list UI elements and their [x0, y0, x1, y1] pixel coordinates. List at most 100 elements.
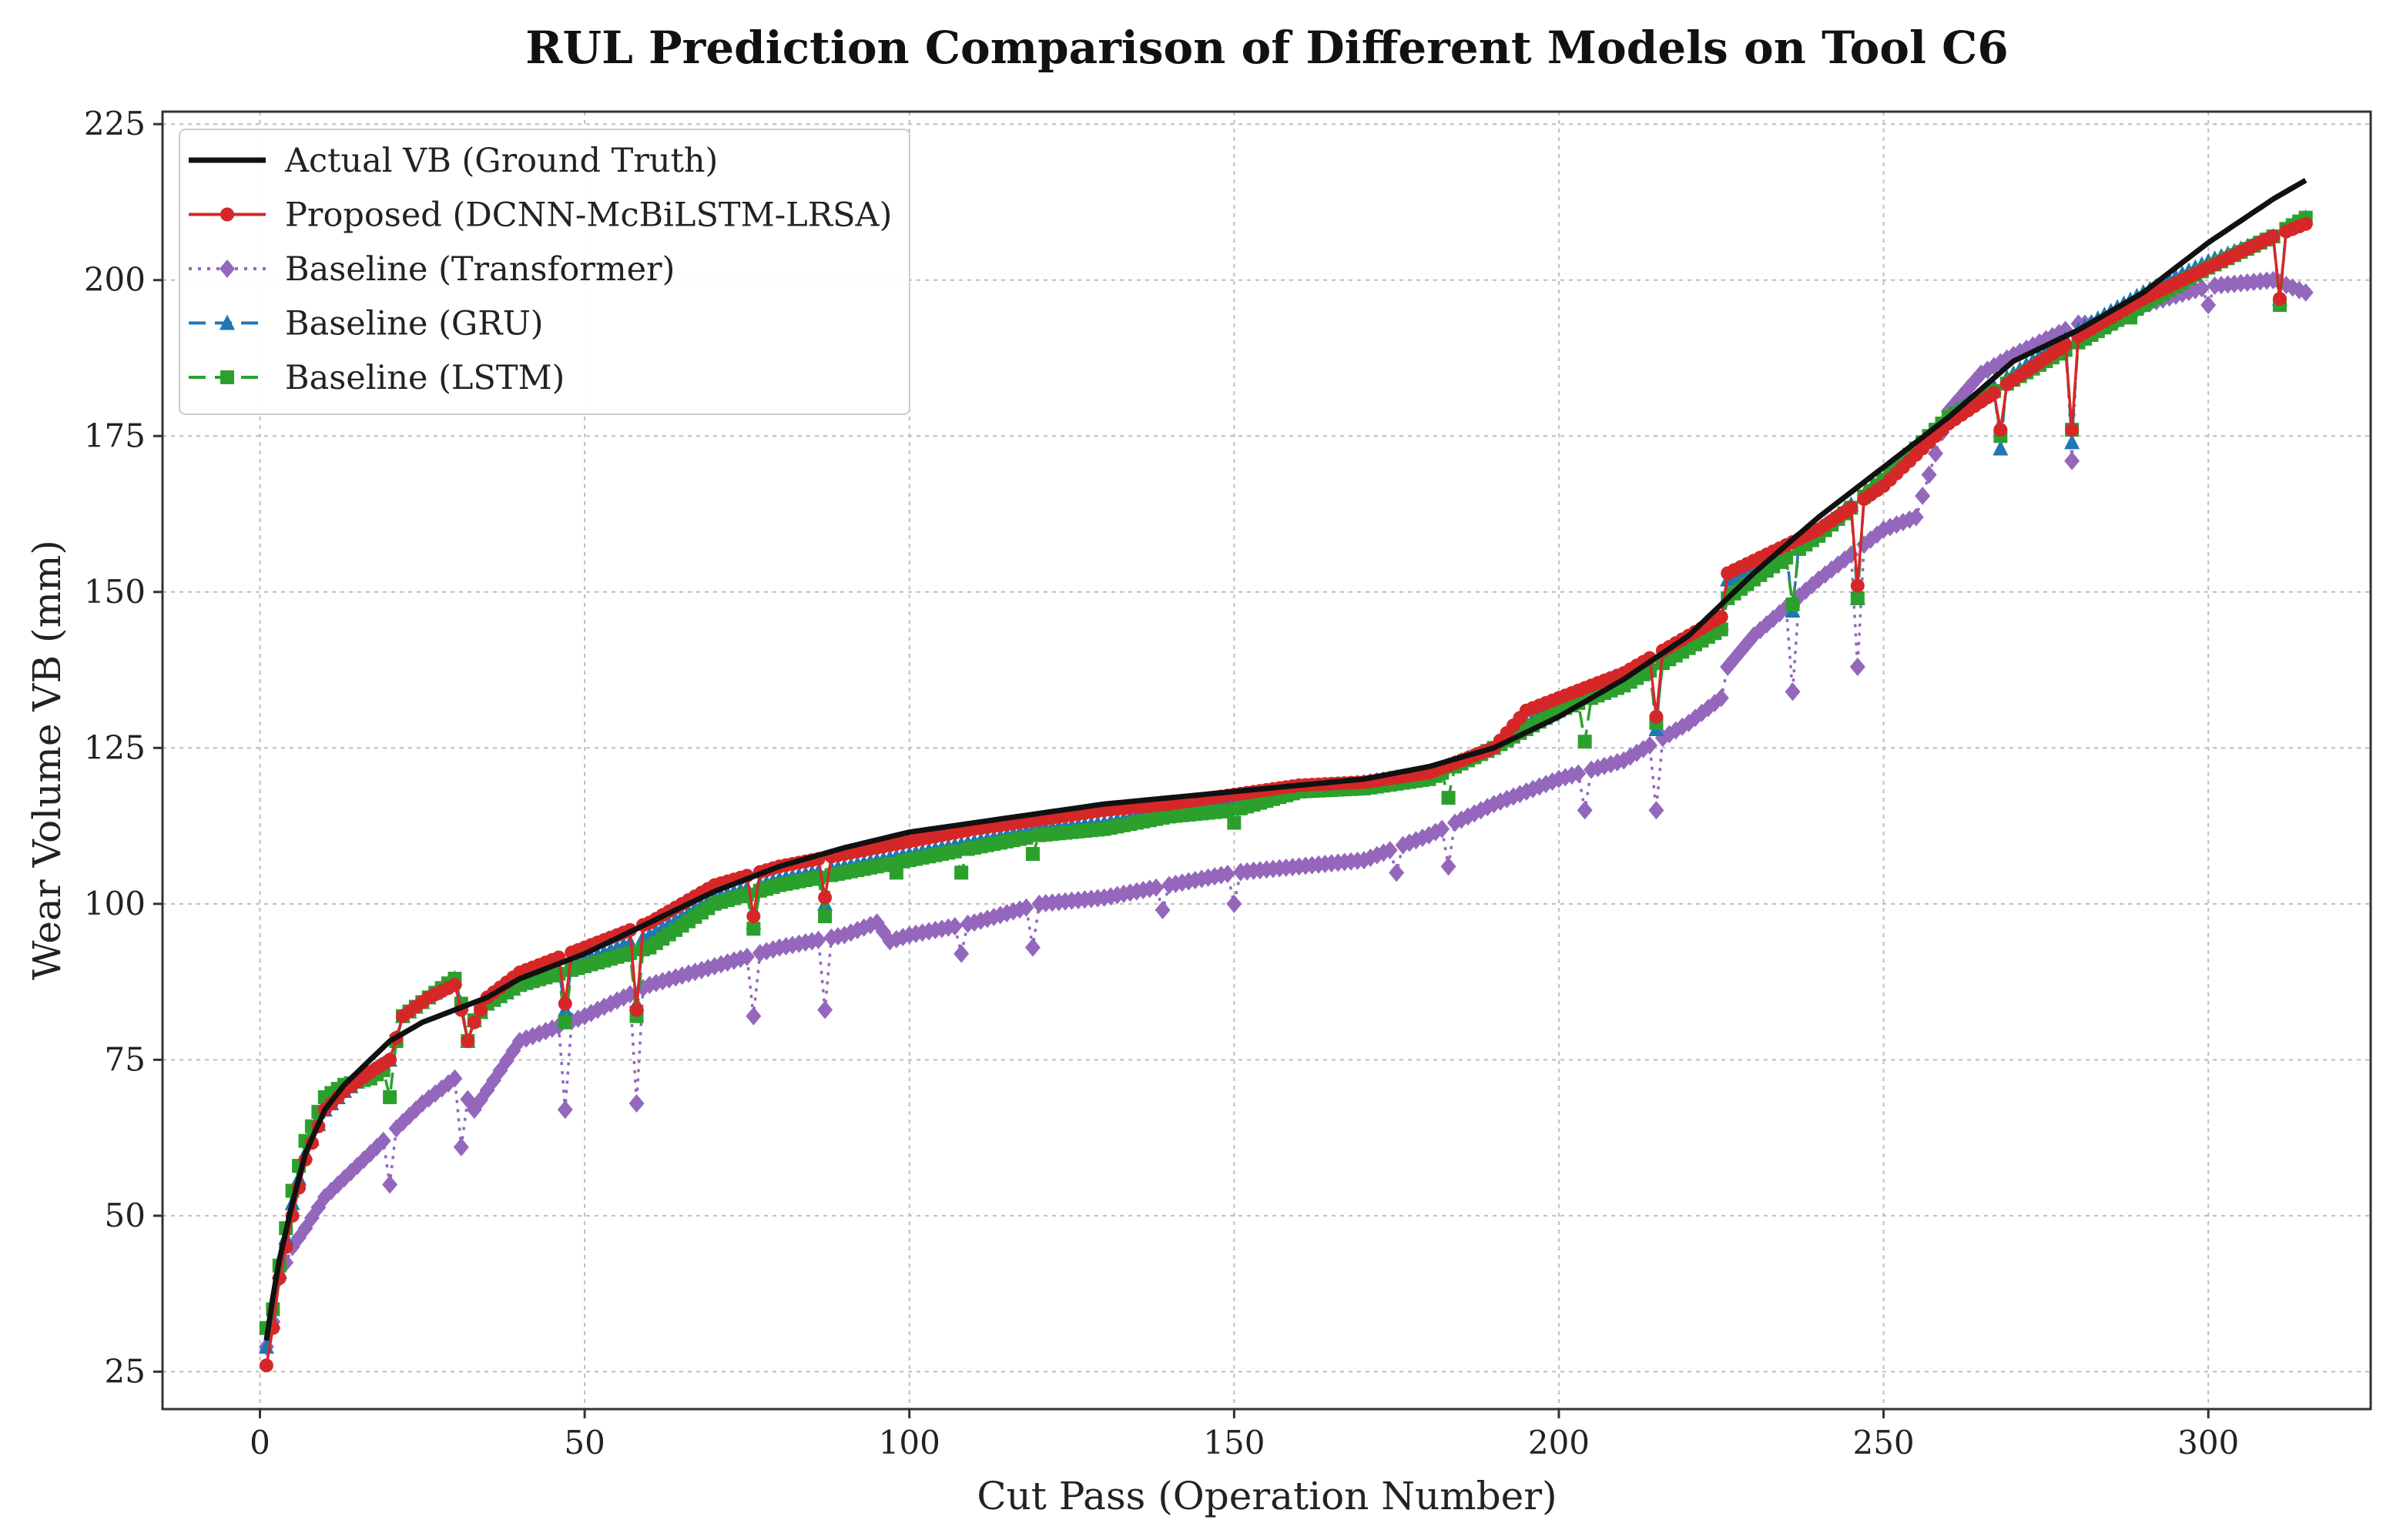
legend-label-actual-vb-ground-truth: Actual VB (Ground Truth): [284, 142, 718, 180]
proposed-dcnn-mcbilstm-lrsa-point: [746, 909, 761, 924]
baseline-lstm-point: [1220, 804, 1235, 819]
proposed-dcnn-mcbilstm-lrsa-point: [259, 1358, 273, 1373]
baseline-transformer-point: [453, 1137, 469, 1157]
proposed-dcnn-mcbilstm-lrsa-point: [2266, 229, 2281, 244]
proposed-dcnn-mcbilstm-lrsa-point: [1993, 423, 2008, 437]
y-axis-label: Wear Volume VB (mm): [25, 540, 69, 980]
y-tick-label: 225: [84, 105, 146, 142]
x-tick-label: 50: [564, 1424, 605, 1461]
proposed-dcnn-mcbilstm-lrsa-point: [383, 1053, 397, 1067]
baseline-transformer-point: [1440, 857, 1456, 876]
legend-marker-baseline-gru: [220, 314, 235, 330]
baseline-transformer-point: [382, 1175, 398, 1194]
baseline-transformer-point: [2194, 279, 2210, 298]
legend-label-proposed-dcnn-mcbilstm-lrsa: Proposed (DCNN-McBiLSTM-LRSA): [285, 196, 892, 235]
proposed-dcnn-mcbilstm-lrsa-point: [1844, 500, 1858, 515]
proposed-dcnn-mcbilstm-lrsa-point: [2065, 423, 2080, 437]
baseline-transformer-point: [1219, 864, 1235, 883]
legend-entry-baseline-lstm: Baseline (LSTM): [189, 359, 565, 397]
x-tick-label: 0: [250, 1424, 270, 1461]
proposed-dcnn-mcbilstm-lrsa-point: [2298, 216, 2313, 231]
baseline-transformer-point: [1921, 465, 1937, 484]
baseline-transformer-point: [954, 944, 970, 963]
baseline-transformer-point: [1908, 507, 1924, 527]
baseline-transformer-point: [1785, 682, 1801, 701]
baseline-lstm-point: [551, 966, 566, 981]
baseline-transformer-point: [739, 947, 755, 966]
legend-label-baseline-gru: Baseline (GRU): [285, 305, 544, 343]
proposed-dcnn-mcbilstm-lrsa-point: [629, 1003, 644, 1017]
baseline-transformer-point: [628, 1094, 645, 1113]
y-tick-label: 75: [105, 1040, 146, 1078]
baseline-lstm-point: [1785, 597, 1800, 611]
baseline-lstm-point: [1850, 591, 1865, 605]
legend-entry-baseline-gru: Baseline (GRU): [189, 305, 544, 343]
baseline-lstm-point: [746, 922, 761, 936]
legend-entry-baseline-transformer: Baseline (Transformer): [189, 250, 675, 289]
legend-marker-baseline-transformer: [220, 259, 235, 278]
proposed-dcnn-mcbilstm-lrsa-point: [558, 996, 572, 1011]
baseline-transformer-point: [557, 1100, 573, 1120]
x-tick-label: 200: [1528, 1424, 1590, 1461]
y-tick-label: 200: [84, 261, 146, 299]
legend-box: [179, 129, 910, 415]
legend-marker-baseline-lstm: [220, 370, 234, 384]
legend-marker-proposed-dcnn-mcbilstm-lrsa: [220, 207, 234, 222]
proposed-dcnn-mcbilstm-lrsa-point: [461, 1034, 475, 1049]
y-tick-label: 150: [84, 573, 146, 611]
baseline-transformer-point: [1434, 819, 1450, 839]
proposed-dcnn-mcbilstm-lrsa-point: [818, 890, 833, 905]
baseline-transformer-point: [1915, 487, 1931, 506]
baseline-transformer-point: [1928, 444, 1944, 463]
proposed-dcnn-mcbilstm-lrsa-point: [2272, 292, 2287, 306]
baseline-lstm-point: [889, 865, 903, 880]
actual-vb-ground-truth-line: [263, 178, 2308, 1341]
y-tick-label: 25: [105, 1352, 146, 1390]
baseline-transformer-point: [1570, 764, 1587, 783]
x-tick-label: 100: [879, 1424, 940, 1461]
baseline-transformer-point: [1018, 898, 1034, 917]
baseline-transformer-point: [1382, 841, 1398, 860]
baseline-lstm-point: [558, 1015, 572, 1029]
proposed-dcnn-mcbilstm-lrsa-point: [2058, 337, 2073, 352]
baseline-lstm-point: [1577, 735, 1592, 749]
baseline-lstm-point: [383, 1090, 397, 1104]
plot-frame: [161, 110, 2372, 1411]
proposed-dcnn-mcbilstm-lrsa-point: [1850, 578, 1865, 593]
baseline-transformer-point: [1389, 863, 1405, 882]
baseline-transformer-point: [1226, 894, 1242, 913]
baseline-gru-point: [1993, 440, 2009, 456]
legend-label-baseline-lstm: Baseline (LSTM): [285, 359, 565, 397]
x-tick-label: 300: [2177, 1424, 2239, 1461]
baseline-transformer-point: [375, 1131, 391, 1150]
actual-vb-ground-truth-series: [263, 178, 2308, 1341]
proposed-dcnn-mcbilstm-lrsa-point: [447, 978, 462, 993]
series-layer: [258, 178, 2314, 1373]
axes: 0 50 100 150 200 250 300 25 50 75 100 125 150 175 200 2…: [84, 105, 2239, 1461]
x-axis-label: Cut Pass (Operation Number): [977, 1474, 1557, 1518]
baseline-lstm-point: [818, 909, 833, 924]
x-tick-label: 250: [1852, 1424, 1914, 1461]
proposed-dcnn-mcbilstm-lrsa-point: [1986, 386, 2001, 400]
baseline-lstm-point: [1441, 791, 1456, 805]
baseline-transformer-point: [2200, 296, 2217, 315]
baseline-transformer-point: [810, 930, 826, 949]
baseline-transformer-point: [1148, 878, 1165, 897]
proposed-dcnn-mcbilstm-lrsa-point: [474, 1003, 488, 1017]
baseline-transformer-point: [1024, 938, 1041, 957]
legend-entry-actual-vb-ground-truth: Actual VB (Ground Truth): [189, 142, 718, 180]
baseline-lstm-point: [1025, 847, 1040, 862]
proposed-dcnn-mcbilstm-lrsa-point: [1649, 709, 1664, 724]
baseline-transformer-point: [1849, 657, 1865, 676]
baseline-lstm-point: [954, 865, 969, 880]
proposed-dcnn-mcbilstm-lrsa-point: [467, 1015, 481, 1029]
baseline-transformer-point: [1577, 801, 1593, 820]
baseline-transformer-point: [1713, 688, 1729, 708]
baseline-transformer-point: [1648, 801, 1664, 820]
y-tick-label: 125: [84, 728, 146, 766]
y-tick-label: 100: [84, 885, 146, 922]
baseline-lstm-point: [623, 946, 638, 960]
y-tick-label: 50: [105, 1197, 146, 1234]
baseline-transformer-point: [746, 1006, 762, 1026]
